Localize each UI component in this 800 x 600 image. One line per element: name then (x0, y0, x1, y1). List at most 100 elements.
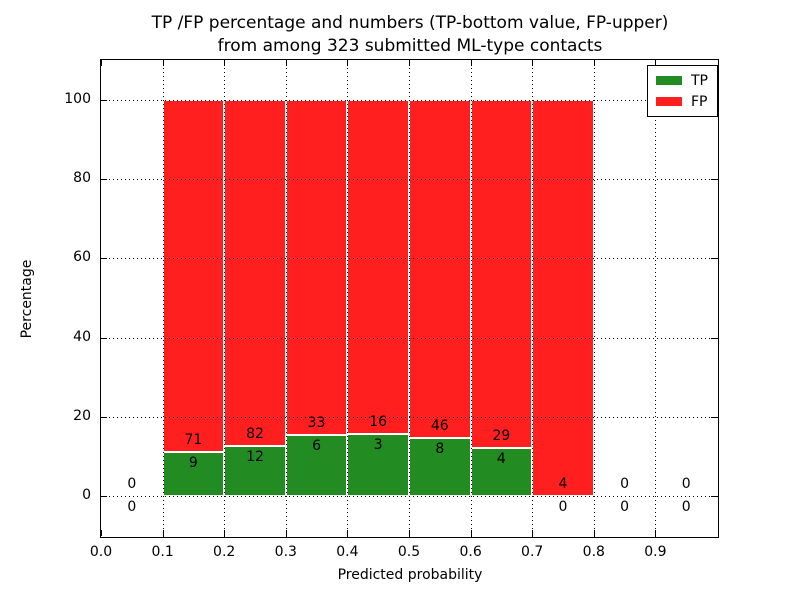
x-tick-mark-top (162, 60, 164, 66)
bar-tp-segment (347, 433, 409, 497)
bar-fp-segment (532, 99, 594, 497)
legend: TP FP (647, 65, 718, 117)
gridline-vertical (285, 60, 287, 537)
x-tick-label: 0.9 (644, 544, 667, 560)
fp-count-label: 0 (681, 476, 691, 493)
x-tick-mark-top (470, 60, 472, 66)
x-tick-mark-top (101, 60, 102, 66)
plot-area: 0.0 0.1 0.2 0.3 0.4 0.5 0.6 0.7 0.8 0.9 0 20 40 60 80 1… (64, 59, 719, 560)
tp-count-label: 3 (373, 436, 383, 453)
chart-title-line2: from among 323 submitted ML-type contact… (217, 36, 603, 57)
fp-count-label: 0 (127, 476, 137, 493)
y-tick-mark (101, 258, 107, 260)
y-tick-mark-right (711, 337, 717, 339)
y-tick-label: 80 (73, 170, 91, 186)
tp-count-label: 8 (435, 440, 445, 457)
fp-count-label: 71 (184, 431, 203, 448)
fp-count-label: 29 (492, 428, 511, 445)
chart-title: TP /FP percentage and numbers (TP-bottom… (100, 12, 720, 59)
x-tick-mark-top (593, 60, 595, 66)
x-tick-label: 0.5 (397, 544, 421, 560)
bar-tp-segment (162, 451, 225, 497)
bar-fp-segment (347, 99, 409, 434)
fp-count-label: 46 (430, 417, 449, 434)
gridline-vertical (532, 60, 534, 537)
y-tick-mark-right (711, 417, 717, 418)
legend-label-tp: TP (691, 72, 708, 89)
y-tick-mark (101, 496, 107, 498)
y-tick-label: 40 (73, 328, 91, 345)
x-tick-label: 0.7 (521, 544, 544, 560)
bar-fp-segment (224, 99, 286, 446)
bar-fp-segment (470, 99, 533, 449)
fp-count-label: 33 (307, 415, 326, 432)
bar-fp-segment (285, 99, 348, 436)
y-tick-label: 20 (73, 408, 91, 424)
bar-tp-segment (224, 445, 286, 497)
x-axis-label: Predicted probability (337, 567, 483, 583)
x-tick-mark (655, 530, 657, 536)
x-tick-mark (285, 530, 287, 536)
bar-fp-segment (409, 99, 471, 438)
gridline-vertical (162, 60, 164, 537)
gridline-vertical (593, 60, 595, 537)
x-tick-label: 0.2 (213, 544, 236, 560)
x-tick-mark (347, 530, 349, 536)
tp-count-label: 6 (312, 438, 322, 455)
x-tick-mark-top (347, 60, 349, 66)
x-tick-mark (162, 530, 164, 536)
fp-count-label: 4 (558, 476, 568, 493)
gridline-vertical (409, 60, 410, 537)
y-tick-mark-right (711, 258, 717, 260)
x-tick-mark-top (655, 60, 657, 66)
gridline-vertical (470, 60, 472, 537)
y-tick-mark-right (711, 496, 717, 498)
legend-entry-tp: TP (656, 72, 708, 89)
tp-count-label: 9 (188, 454, 198, 471)
tp-count-label: 0 (681, 499, 691, 516)
tp-count-label: 4 (496, 451, 506, 468)
y-tick-mark (101, 179, 107, 180)
y-axis-label: Percentage (19, 259, 35, 339)
tp-count-label: 12 (246, 448, 264, 465)
y-tick-mark (101, 417, 107, 418)
gridline-vertical (655, 60, 657, 537)
bar-tp-segment (470, 448, 533, 497)
x-tick-label: 0.3 (274, 544, 297, 560)
x-tick-mark (101, 530, 102, 536)
x-tick-mark (532, 530, 534, 536)
x-tick-mark (470, 530, 472, 536)
legend-entry-fp: FP (656, 93, 708, 110)
bar-fp-segment (162, 99, 225, 452)
gridline-vertical (347, 60, 349, 537)
x-tick-label: 0.6 (459, 544, 482, 560)
x-tick-mark-top (224, 60, 226, 66)
tp-count-label: 0 (127, 499, 137, 516)
x-tick-label: 0.0 (89, 544, 113, 560)
y-tick-label: 100 (64, 90, 91, 107)
y-tick-mark-right (711, 179, 717, 180)
x-tick-mark (409, 530, 410, 536)
gridline-vertical (224, 60, 226, 537)
y-tick-mark (101, 337, 107, 339)
tp-count-label: 0 (620, 499, 630, 516)
fp-count-label: 82 (246, 425, 264, 442)
x-tick-label: 0.4 (336, 544, 359, 560)
legend-label-fp: FP (691, 93, 708, 110)
x-tick-mark-top (532, 60, 534, 66)
fp-swatch-icon (656, 97, 682, 106)
y-tick-label: 0 (82, 487, 91, 504)
y-tick-label: 60 (73, 249, 91, 266)
x-tick-mark-top (285, 60, 287, 66)
chart-title-line1: TP /FP percentage and numbers (TP-bottom… (151, 13, 669, 33)
y-tick-mark (101, 99, 107, 101)
tp-count-label: 0 (558, 499, 568, 516)
x-tick-mark (224, 530, 226, 536)
tp-swatch-icon (656, 76, 682, 85)
x-tick-label: 0.1 (151, 544, 174, 560)
x-tick-mark (593, 530, 595, 536)
fp-count-label: 16 (369, 413, 388, 430)
x-tick-mark-top (409, 60, 410, 66)
x-tick-label: 0.8 (582, 544, 605, 560)
